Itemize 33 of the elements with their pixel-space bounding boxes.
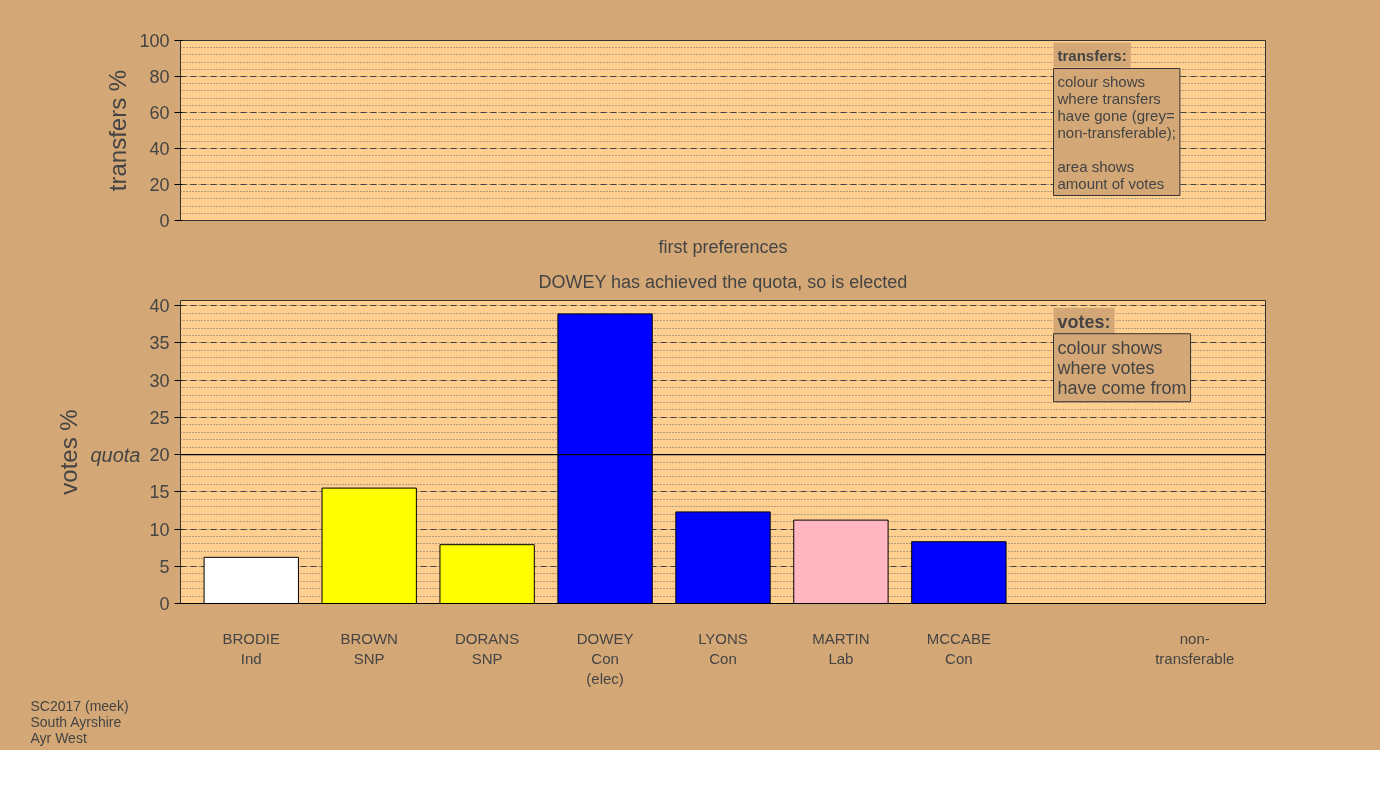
y-tick-label: 40	[149, 296, 170, 317]
chart-subtitle: DOWEY has achieved the quota, so is elected	[538, 271, 908, 292]
y-tick-label: 20	[149, 445, 170, 466]
y-tick-label: 60	[149, 103, 170, 123]
x-tick-label: DORANS SNP	[455, 629, 520, 667]
chart-title: first preferences	[658, 236, 788, 257]
y-tick-label: 0	[159, 594, 170, 614]
y-tick-label: 20	[149, 175, 170, 195]
y-tick-label: 100	[139, 31, 170, 51]
y-tick-label: 0	[159, 211, 170, 231]
y-axis-title: votes %	[55, 409, 83, 495]
y-tick-label: 5	[159, 556, 170, 577]
annotation: colour shows where transfers have gone (grey= non-transferable); area shows amount of votes	[1056, 72, 1176, 192]
annotation: votes:	[1057, 311, 1111, 332]
y-tick-label: 10	[149, 519, 170, 540]
y-tick-label: 40	[149, 139, 170, 159]
x-tick-label: BRODIE Ind	[222, 629, 281, 667]
text: SC2017 (meek) South Ayrshire Ayr West	[30, 697, 129, 746]
x-tick-label: MCCABE Con	[926, 629, 991, 667]
y-tick-label: 35	[149, 333, 170, 354]
y-tick-label: 15	[149, 482, 170, 503]
x-tick-label: MARTIN Lab	[812, 629, 870, 667]
x-tick-label: DOWEY Con (elec)	[576, 629, 634, 688]
x-tick-label: non- transferable	[1155, 629, 1235, 667]
y-tick-label: 25	[149, 407, 170, 428]
y-axis-title: transfers %	[104, 69, 132, 192]
x-tick-label: BROWN SNP	[340, 629, 398, 667]
annotation: colour shows where votes have come from	[1056, 337, 1187, 398]
y-tick-label: 80	[149, 67, 170, 87]
x-tick-label: LYONS Con	[698, 629, 748, 667]
annotation: transfers:	[1057, 46, 1127, 64]
y-tick-label: 30	[149, 370, 170, 391]
ref-line-label: quota	[90, 443, 141, 466]
